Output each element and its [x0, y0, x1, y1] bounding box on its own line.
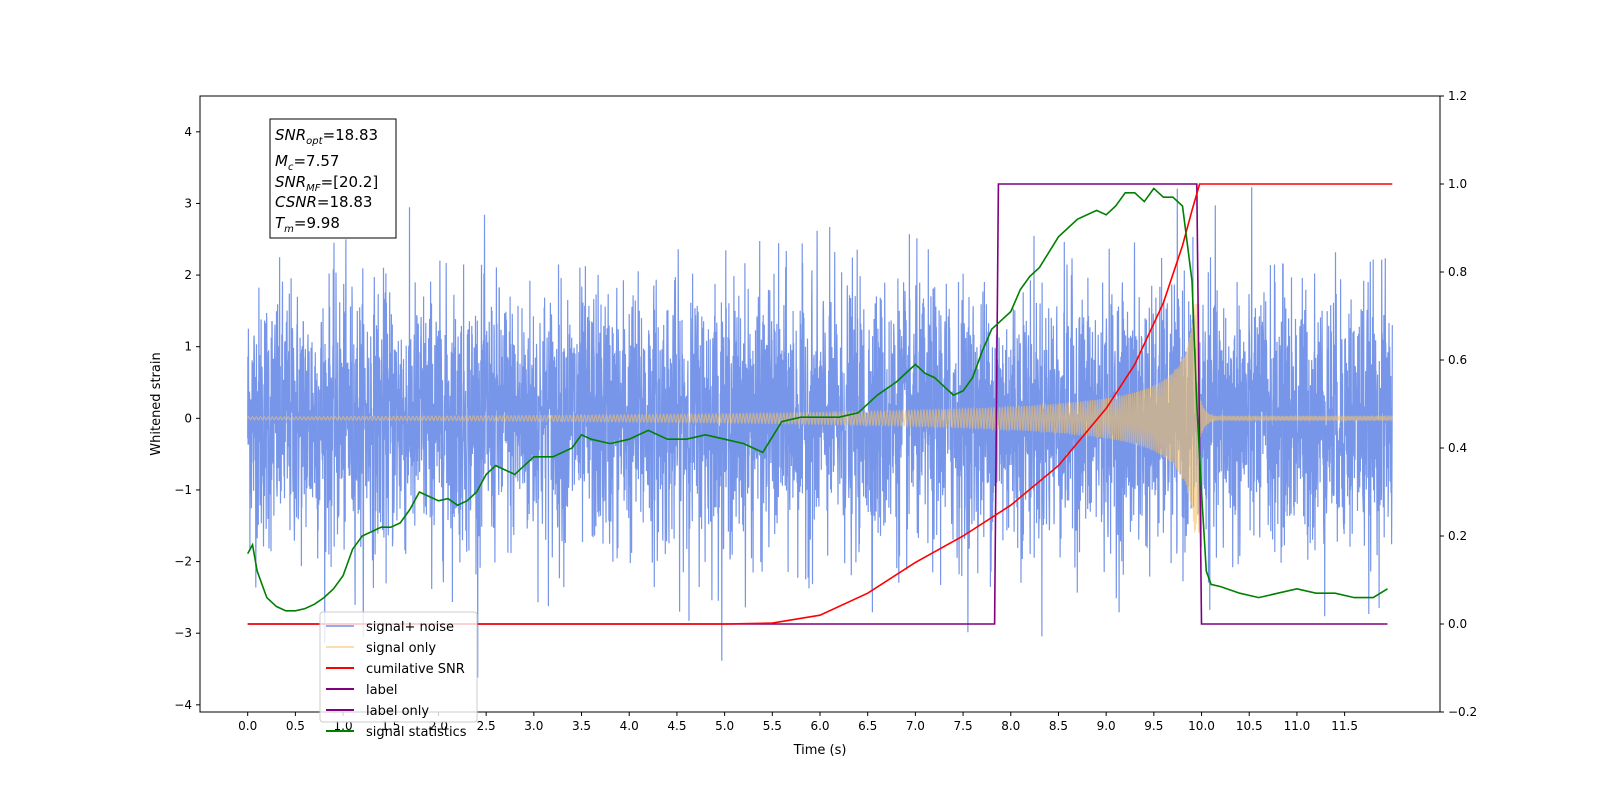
- legend-label: label only: [366, 704, 429, 719]
- x-tick-label: 10.5: [1236, 719, 1263, 733]
- y-axis-left: 4 3 2 1 0 −1 −2 −3 −4: [174, 125, 200, 712]
- legend-label: signal+ noise: [366, 620, 454, 635]
- y-tick-label: 3: [184, 196, 192, 210]
- series-label: [247, 183, 1388, 625]
- x-tick-label: 8.5: [1049, 719, 1068, 733]
- x-tick-label: 3.5: [572, 719, 591, 733]
- y-tick-label: 1: [184, 340, 192, 354]
- info-csnr: CSNR=18.83: [275, 193, 372, 211]
- legend-label: signal only: [366, 641, 436, 656]
- info-mc: Mc=7.57: [275, 152, 339, 173]
- x-tick-label: 11.5: [1331, 719, 1358, 733]
- x-tick-label: 11.0: [1284, 719, 1311, 733]
- y2-tick-label: 0.2: [1448, 529, 1467, 543]
- y-tick-label: 0: [184, 411, 192, 425]
- y2-tick-label: 0.4: [1448, 441, 1467, 455]
- legend-frame: [319, 611, 478, 723]
- x-tick-label: 6.0: [810, 719, 829, 733]
- x-tick-label: 4.0: [620, 719, 639, 733]
- x-axis: 0.0 0.5 1.0 1.5 2.0 2.5 3.0 3.5 4.0 4.5 5.0 5.5 6.0 6…: [238, 712, 1358, 733]
- info-snr-mf: SNRMF=[20.2]: [275, 173, 378, 194]
- x-tick-label: 9.0: [1097, 719, 1116, 733]
- x-tick-label: 5.5: [763, 719, 782, 733]
- info-box: SNRopt=18.83 Mc=7.57 SNRMF=[20.2] CSNR=1…: [269, 118, 397, 239]
- x-tick-label: 4.5: [667, 719, 686, 733]
- info-tm: Tm=9.98: [275, 214, 340, 235]
- legend-label: signal statistics: [366, 725, 467, 740]
- y2-tick-label: 0.8: [1448, 265, 1467, 279]
- legend-label: label: [366, 683, 397, 698]
- x-tick-label: 3.0: [524, 719, 543, 733]
- y-tick-label: −3: [174, 626, 192, 640]
- y2-tick-label: 1.2: [1448, 89, 1467, 103]
- y2-tick-label: 0.0: [1448, 617, 1467, 631]
- info-snr-opt: SNRopt=18.83: [275, 126, 378, 147]
- x-tick-label: 8.0: [1001, 719, 1020, 733]
- x-tick-label: 7.5: [954, 719, 973, 733]
- y-tick-label: −4: [174, 698, 192, 712]
- y-tick-label: 2: [184, 268, 192, 282]
- y2-tick-label: 0.6: [1448, 353, 1467, 367]
- x-tick-label: 5.0: [715, 719, 734, 733]
- series-signal-statistics: [246, 187, 1388, 612]
- legend: signal+ noise signal only cumilative SNR la…: [319, 611, 478, 740]
- y-tick-label: −2: [174, 555, 192, 569]
- x-tick-label: 10.0: [1188, 719, 1215, 733]
- x-tick-label: 0.0: [238, 719, 257, 733]
- series-cumulative-snr: [247, 183, 1393, 625]
- y-tick-label: 4: [184, 125, 192, 139]
- y2-tick-label: −0.2: [1448, 705, 1477, 719]
- y-axis-right: 1.2 1.0 0.8 0.6 0.4 0.2 0.0 −0.2: [1440, 89, 1477, 719]
- legend-label: cumilative SNR: [366, 662, 465, 677]
- x-tick-label: 2.5: [477, 719, 496, 733]
- plot-area: [246, 183, 1393, 678]
- x-tick-label: 7.0: [906, 719, 925, 733]
- x-axis-label: Time (s): [793, 743, 847, 758]
- y-tick-label: −1: [174, 483, 192, 497]
- series-signal-only: [247, 303, 1393, 533]
- x-tick-label: 6.5: [858, 719, 877, 733]
- y-axis-label: Whitened strain: [149, 352, 164, 455]
- x-tick-label: 0.5: [286, 719, 305, 733]
- x-tick-label: 9.5: [1144, 719, 1163, 733]
- y2-tick-label: 1.0: [1448, 177, 1467, 191]
- info-box-frame: [269, 118, 397, 239]
